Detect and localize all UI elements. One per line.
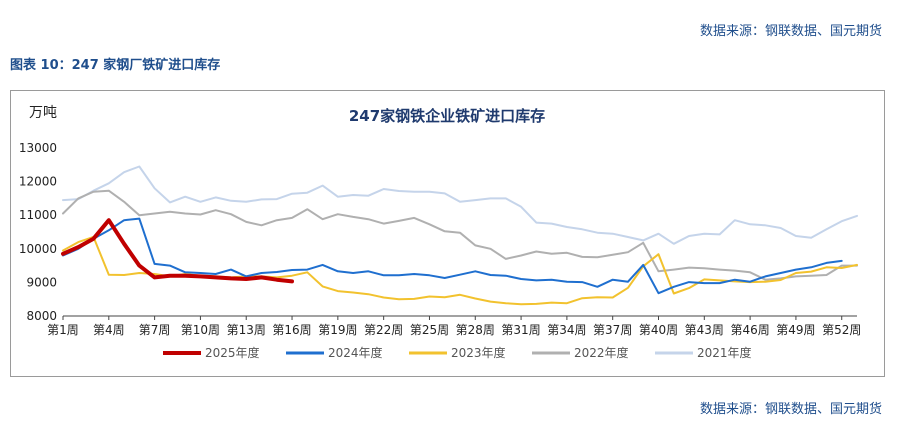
x-tick-label: 第28周 [456, 323, 495, 337]
source-note-top: 数据来源：钢联数据、国元期货 [699, 24, 882, 39]
legend-label: 2021年度 [697, 345, 752, 360]
x-tick-label: 第37周 [593, 323, 632, 337]
x-tick-label: 第40周 [639, 323, 678, 337]
series-line-2025年度 [61, 218, 294, 284]
legend-label: 2022年度 [574, 345, 629, 360]
legend-label: 2025年度 [205, 345, 260, 360]
x-tick-label: 第52周 [822, 323, 861, 337]
y-tick-label: 12000 [19, 175, 57, 189]
x-tick-label: 第34周 [547, 323, 586, 337]
x-tick-label: 第7周 [139, 323, 171, 337]
figure-title: 图表 10：247 家钢厂铁矿进口库存 [10, 58, 221, 73]
chart-frame: 247家钢铁企业铁矿进口库存 万吨 8000 9000 10000 11000 1200… [10, 90, 885, 377]
line-chart: 247家钢铁企业铁矿进口库存 万吨 8000 9000 10000 11000 1200… [19, 105, 862, 360]
series-line-2022年度 [62, 189, 858, 281]
x-tick-label: 第49周 [776, 323, 815, 337]
x-tick-label: 第16周 [272, 323, 311, 337]
x-tick-label: 第43周 [685, 323, 724, 337]
y-tick-label: 13000 [19, 141, 57, 155]
source-note-bottom: 数据来源：钢联数据、国元期货 [699, 402, 882, 417]
y-axis-label: 万吨 [29, 105, 57, 121]
x-tick-label: 第22周 [364, 323, 403, 337]
series-line-2021年度 [62, 165, 858, 245]
chart-title: 247家钢铁企业铁矿进口库存 [349, 107, 545, 125]
x-tick-label: 第19周 [318, 323, 357, 337]
x-tick-label: 第10周 [181, 323, 220, 337]
x-tick-label: 第31周 [501, 323, 540, 337]
series-line-2024年度 [62, 217, 843, 295]
x-tick-label: 第1周 [47, 323, 79, 337]
x-tick-label: 第4周 [93, 323, 125, 337]
axes: 8000 9000 10000 11000 12000 13000 第1周 第4周 第7周 第10… [19, 141, 862, 337]
legend-label: 2024年度 [328, 345, 383, 360]
x-tick-label: 第25周 [410, 323, 449, 337]
y-tick-label: 9000 [26, 275, 57, 289]
legend-label: 2023年度 [451, 345, 506, 360]
y-tick-label: 11000 [19, 208, 57, 222]
y-tick-label: 10000 [19, 242, 57, 256]
series-group [61, 165, 858, 306]
x-tick-label: 第13周 [227, 323, 266, 337]
legend: 2025年度 2024年度 2023年度 2022年度 2021年度 [163, 345, 752, 360]
x-tick-label: 第46周 [730, 323, 769, 337]
y-tick-label: 8000 [26, 309, 57, 323]
